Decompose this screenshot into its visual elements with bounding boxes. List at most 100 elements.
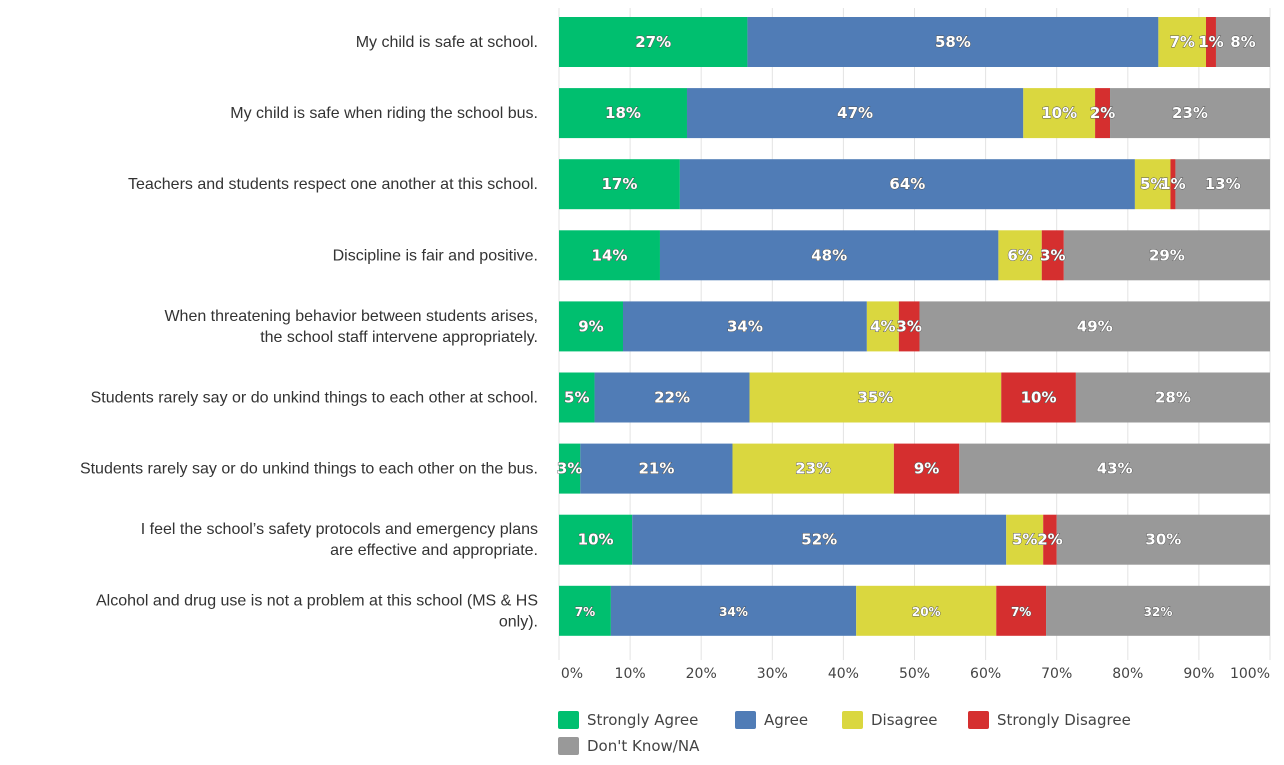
- legend-label: Strongly Disagree: [997, 711, 1131, 729]
- x-tick-label: 100%: [1230, 666, 1270, 682]
- bar-segment: [659, 230, 999, 281]
- legend-swatch: [735, 711, 756, 729]
- data-label: 48%: [811, 246, 847, 264]
- data-label: 3%: [896, 317, 921, 335]
- bar-segment: [559, 585, 611, 636]
- bar-segment: [1056, 514, 1270, 565]
- data-label: 52%: [801, 531, 837, 549]
- data-label: 7%: [1011, 605, 1031, 619]
- bar-segment: [622, 301, 867, 352]
- legend: Strongly Agree Agree Disagree Strongly Disa…: [558, 711, 1131, 755]
- data-label: 10%: [578, 531, 614, 549]
- bar-segment: [1215, 17, 1270, 67]
- legend-swatch: [842, 711, 863, 729]
- legend-swatch: [558, 737, 579, 755]
- data-label: 2%: [1090, 104, 1115, 122]
- bar-segment: [1075, 372, 1270, 423]
- legend-item: Don't Know/NA: [558, 737, 700, 755]
- bar-segment: [1046, 585, 1270, 636]
- data-label: 43%: [1097, 460, 1133, 478]
- bar-segment: [1095, 88, 1111, 139]
- bar-segment: [559, 230, 660, 281]
- legend-label: Strongly Agree: [587, 711, 698, 729]
- data-label: 3%: [1040, 246, 1065, 264]
- bar-segment: [1006, 514, 1044, 565]
- data-label: 47%: [837, 104, 873, 122]
- data-label: 64%: [889, 175, 925, 193]
- category-label: Teachers and students respect one anothe…: [128, 176, 538, 193]
- bar-segment: [559, 159, 680, 210]
- data-label: 7%: [575, 605, 595, 619]
- data-label: 1%: [1198, 33, 1223, 51]
- data-label: 29%: [1149, 246, 1185, 264]
- bar-segment: [1206, 17, 1216, 67]
- bar-segment: [1043, 514, 1057, 565]
- bar-segment: [747, 17, 1159, 67]
- category-label: Students rarely say or do unkind things …: [80, 461, 538, 478]
- data-label: 58%: [935, 33, 971, 51]
- x-tick-label: 30%: [757, 666, 788, 682]
- bars: 27% 58% 7% 1% 8%18% 47% 10% 2% 23%17% 64% 5%1% 13%1…: [556, 17, 1270, 636]
- data-label: 20%: [912, 605, 941, 619]
- bar-segment: [559, 17, 748, 67]
- bar-segment: [866, 301, 899, 352]
- bar-segment: [686, 88, 1024, 139]
- bar-segment: [559, 443, 581, 494]
- data-label: 6%: [1007, 246, 1032, 264]
- data-label: 1%: [1160, 175, 1185, 193]
- bar-segment: [1175, 159, 1270, 210]
- x-axis-ticks: 0% 10% 20% 30% 40% 50% 60% 70% 80% 90% 100%: [561, 666, 1270, 682]
- legend-item: Strongly Agree: [558, 711, 698, 729]
- x-tick-label: 10%: [615, 666, 646, 682]
- bar-segment: [559, 372, 595, 423]
- bar-segment: [580, 443, 733, 494]
- data-label: 27%: [635, 33, 671, 51]
- x-tick-label: 40%: [828, 666, 859, 682]
- bar-segment: [893, 443, 960, 494]
- x-tick-label: 0%: [561, 666, 583, 682]
- x-tick-label: 50%: [899, 666, 930, 682]
- bar-segment: [1063, 230, 1270, 281]
- bar-segment: [898, 301, 920, 352]
- bar-segment: [959, 443, 1270, 494]
- data-label: 5%: [1012, 531, 1037, 549]
- category-label: When threatening behavior between studen…: [164, 308, 538, 346]
- category-labels: My child is safe at school. My child is s…: [80, 34, 538, 630]
- data-label: 34%: [727, 317, 763, 335]
- bar-segment: [732, 443, 894, 494]
- legend-item: Strongly Disagree: [968, 711, 1131, 729]
- data-label: 10%: [1021, 389, 1057, 407]
- data-label: 4%: [870, 317, 895, 335]
- data-label: 13%: [1205, 175, 1241, 193]
- x-tick-label: 70%: [1041, 666, 1072, 682]
- bar-segment: [998, 230, 1042, 281]
- category-label: Alcohol and drug use is not a problem at…: [96, 592, 538, 630]
- data-label: 8%: [1230, 33, 1255, 51]
- bar-segment: [856, 585, 997, 636]
- legend-swatch: [968, 711, 989, 729]
- x-tick-label: 90%: [1183, 666, 1214, 682]
- x-tick-label: 60%: [970, 666, 1001, 682]
- data-label: 21%: [638, 460, 674, 478]
- data-label: 14%: [592, 246, 628, 264]
- data-label: 28%: [1155, 389, 1191, 407]
- data-label: 3%: [557, 460, 582, 478]
- bar-segment: [559, 514, 633, 565]
- category-label: Students rarely say or do unkind things …: [91, 390, 538, 407]
- data-label: 23%: [1172, 104, 1208, 122]
- bar-segment: [1041, 230, 1064, 281]
- data-label: 5%: [564, 389, 589, 407]
- data-label: 34%: [719, 605, 748, 619]
- bar-segment: [996, 585, 1047, 636]
- bar-segment: [559, 88, 687, 139]
- bar-segment: [919, 301, 1270, 352]
- x-tick-label: 20%: [686, 666, 717, 682]
- data-label: 22%: [654, 389, 690, 407]
- bar-segment: [610, 585, 857, 636]
- data-label: 2%: [1037, 531, 1062, 549]
- data-label: 18%: [605, 104, 641, 122]
- data-label: 10%: [1041, 104, 1077, 122]
- data-label: 23%: [795, 460, 831, 478]
- bar-segment: [632, 514, 1007, 565]
- data-label: 5%: [1140, 175, 1165, 193]
